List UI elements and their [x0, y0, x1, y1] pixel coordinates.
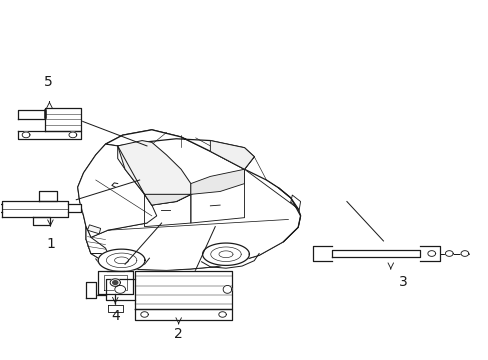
Polygon shape — [135, 309, 232, 320]
Polygon shape — [105, 130, 254, 169]
Polygon shape — [98, 271, 133, 294]
Text: 5: 5 — [44, 75, 53, 89]
Polygon shape — [86, 282, 96, 298]
Polygon shape — [427, 251, 435, 256]
Polygon shape — [78, 144, 157, 237]
Polygon shape — [2, 201, 68, 217]
Polygon shape — [445, 251, 452, 256]
Polygon shape — [108, 305, 122, 312]
Polygon shape — [331, 250, 419, 257]
Polygon shape — [45, 108, 81, 131]
Polygon shape — [33, 217, 50, 225]
Polygon shape — [135, 271, 232, 309]
Polygon shape — [312, 246, 331, 261]
Polygon shape — [69, 132, 77, 138]
Polygon shape — [115, 285, 125, 293]
Polygon shape — [190, 169, 244, 194]
Polygon shape — [0, 204, 2, 212]
Polygon shape — [18, 131, 81, 139]
Polygon shape — [22, 132, 30, 138]
Text: 3: 3 — [398, 275, 407, 289]
Text: 2: 2 — [174, 327, 183, 341]
Polygon shape — [118, 140, 190, 205]
Text: 1: 1 — [46, 237, 55, 251]
Polygon shape — [86, 169, 300, 270]
Polygon shape — [87, 225, 101, 234]
Polygon shape — [98, 249, 145, 271]
Polygon shape — [86, 226, 108, 253]
Polygon shape — [419, 246, 439, 261]
Polygon shape — [113, 281, 118, 284]
Polygon shape — [460, 251, 468, 256]
Polygon shape — [144, 194, 190, 205]
Polygon shape — [40, 191, 57, 201]
Polygon shape — [202, 243, 249, 265]
Text: 4: 4 — [111, 309, 120, 323]
Polygon shape — [223, 285, 231, 293]
Polygon shape — [68, 204, 81, 212]
Polygon shape — [18, 110, 45, 120]
Polygon shape — [105, 279, 135, 300]
Polygon shape — [110, 279, 120, 286]
Polygon shape — [218, 312, 226, 317]
Polygon shape — [141, 312, 148, 317]
Polygon shape — [78, 130, 300, 270]
Polygon shape — [210, 140, 254, 169]
